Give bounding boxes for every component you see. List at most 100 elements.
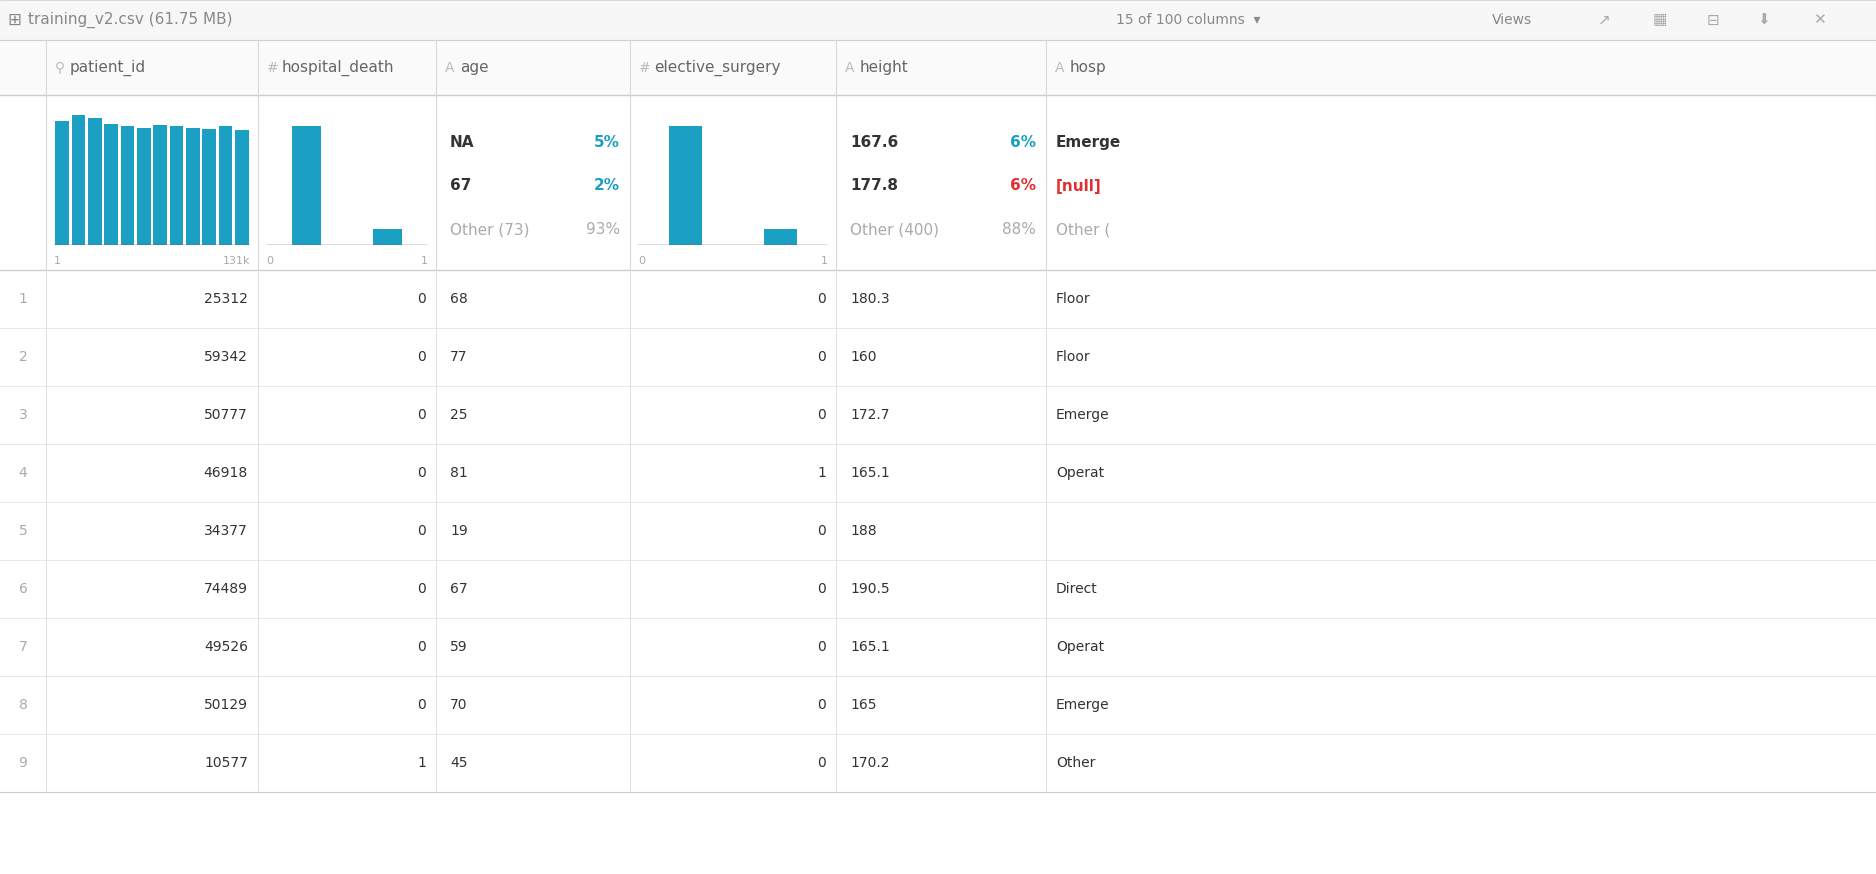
Bar [186,128,199,245]
Bar [219,126,233,245]
Text: #: # [266,60,280,74]
Text: 45: 45 [450,756,467,770]
Bar [0,618,1876,676]
Text: hosp: hosp [1069,60,1107,75]
Text: Emerge: Emerge [1056,135,1122,149]
Text: 0: 0 [416,408,426,422]
Text: 2: 2 [19,350,28,364]
Text: 50129: 50129 [204,698,248,712]
Text: 74489: 74489 [204,582,248,596]
Text: 15 of 100 columns  ▾: 15 of 100 columns ▾ [1116,13,1261,27]
Text: 70: 70 [450,698,467,712]
Text: 172.7: 172.7 [850,408,889,422]
Text: 0: 0 [266,256,274,266]
Text: 190.5: 190.5 [850,582,889,596]
Text: 0: 0 [818,524,825,538]
Text: 131k: 131k [223,256,250,266]
Text: 165.1: 165.1 [850,466,889,480]
Text: 81: 81 [450,466,467,480]
Text: ▦: ▦ [1653,12,1668,27]
Text: age: age [460,60,488,75]
Text: 1: 1 [416,756,426,770]
Text: 19: 19 [450,524,467,538]
Bar [764,229,797,245]
Text: 0: 0 [416,698,426,712]
Text: 93%: 93% [585,222,619,237]
Text: Operat: Operat [1056,466,1105,480]
Bar [0,95,1876,270]
Text: 2%: 2% [595,178,619,193]
Text: 49526: 49526 [204,640,248,654]
Text: ↗: ↗ [1598,12,1610,27]
Text: 5%: 5% [595,135,619,149]
Text: 8: 8 [19,698,28,712]
Bar [105,123,118,245]
Text: 0: 0 [416,640,426,654]
Text: 59: 59 [450,640,467,654]
Text: 3: 3 [19,408,28,422]
Text: Other (400): Other (400) [850,222,940,237]
Text: ⚲: ⚲ [54,60,66,74]
Text: hospital_death: hospital_death [281,59,394,76]
Bar [169,126,184,245]
Bar [137,128,150,245]
Text: A: A [445,60,454,74]
Text: height: height [859,60,908,75]
Text: 0: 0 [638,256,645,266]
Text: 0: 0 [416,524,426,538]
Text: Views: Views [1491,13,1531,27]
Bar [0,676,1876,734]
Bar [71,115,86,245]
Text: 0: 0 [818,640,825,654]
Text: 67: 67 [450,178,471,193]
Bar [203,128,216,245]
Text: ✕: ✕ [1814,12,1825,27]
Text: 1: 1 [420,256,428,266]
Text: 4: 4 [19,466,28,480]
Text: 0: 0 [818,408,825,422]
Text: Other (73): Other (73) [450,222,529,237]
Text: 1: 1 [54,256,62,266]
Text: 6: 6 [19,582,28,596]
Text: 10577: 10577 [204,756,248,770]
Text: training_v2.csv (61.75 MB): training_v2.csv (61.75 MB) [28,12,233,28]
Bar [0,386,1876,444]
Text: 7: 7 [19,640,28,654]
Bar [154,125,167,245]
Text: Operat: Operat [1056,640,1105,654]
Text: 0: 0 [416,292,426,306]
Text: 46918: 46918 [204,466,248,480]
Text: 68: 68 [450,292,467,306]
Text: ⊟: ⊟ [1707,12,1718,27]
Text: 170.2: 170.2 [850,756,889,770]
Bar [0,40,1876,95]
Bar [293,126,321,245]
Text: 0: 0 [818,582,825,596]
Text: 88%: 88% [1002,222,1036,237]
Bar [0,502,1876,560]
Text: NA: NA [450,135,475,149]
Bar [373,229,401,245]
Text: [null]: [null] [1056,178,1101,193]
Text: 0: 0 [818,698,825,712]
Text: 59342: 59342 [204,350,248,364]
Text: 6%: 6% [1009,135,1036,149]
Bar [0,328,1876,386]
Text: 160: 160 [850,350,876,364]
Bar [0,270,1876,328]
Text: patient_id: patient_id [69,59,146,76]
Text: #: # [640,60,651,74]
Text: A: A [1054,60,1064,74]
Text: 0: 0 [818,292,825,306]
Text: Other: Other [1056,756,1096,770]
Text: 25: 25 [450,408,467,422]
Text: elective_surgery: elective_surgery [655,59,780,76]
Text: 177.8: 177.8 [850,178,899,193]
Text: 167.6: 167.6 [850,135,899,149]
Bar [234,130,250,245]
Text: 6%: 6% [1009,178,1036,193]
Text: Emerge: Emerge [1056,698,1109,712]
Text: 25312: 25312 [204,292,248,306]
Bar [54,121,69,245]
Text: ⊞: ⊞ [8,11,21,29]
